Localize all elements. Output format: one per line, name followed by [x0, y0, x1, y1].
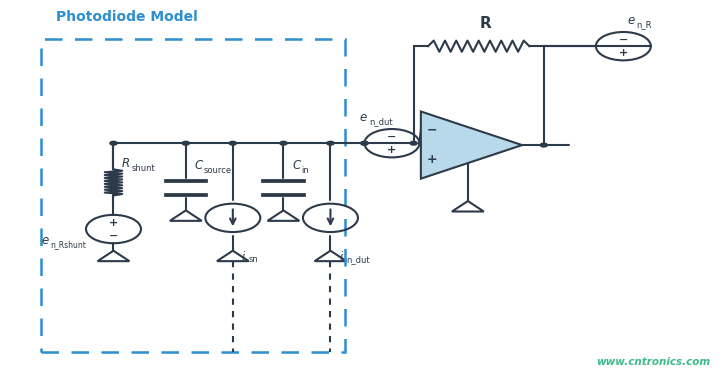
Polygon shape: [421, 112, 522, 179]
Text: C: C: [195, 159, 203, 172]
Text: n_dut: n_dut: [369, 117, 393, 126]
Circle shape: [361, 141, 368, 145]
Circle shape: [110, 141, 117, 145]
Text: e: e: [627, 14, 635, 27]
Text: +: +: [109, 218, 118, 228]
Text: −: −: [109, 230, 118, 240]
Text: www.cntronics.com: www.cntronics.com: [596, 357, 710, 367]
Text: i: i: [242, 251, 245, 264]
Text: R: R: [122, 157, 130, 170]
Text: Photodiode Model: Photodiode Model: [56, 10, 197, 24]
Text: +: +: [387, 145, 396, 155]
Text: −: −: [387, 132, 396, 142]
Text: C: C: [292, 159, 301, 172]
Text: e: e: [359, 111, 367, 124]
Text: shunt: shunt: [131, 164, 155, 173]
Text: +: +: [427, 153, 437, 166]
Text: e: e: [41, 234, 49, 247]
Circle shape: [327, 141, 334, 145]
Circle shape: [540, 143, 547, 147]
Text: sn: sn: [249, 255, 258, 264]
Text: source: source: [204, 166, 232, 175]
Circle shape: [229, 141, 237, 145]
Circle shape: [280, 141, 287, 145]
Circle shape: [410, 141, 417, 145]
Text: −: −: [619, 35, 628, 45]
Text: +: +: [619, 47, 628, 58]
Text: i: i: [339, 251, 343, 264]
Text: n_dut: n_dut: [346, 255, 370, 264]
Text: n_R: n_R: [637, 20, 652, 29]
Text: R: R: [480, 16, 492, 31]
Circle shape: [182, 141, 189, 145]
Text: −: −: [427, 124, 437, 137]
Circle shape: [361, 141, 368, 145]
Text: in: in: [301, 166, 309, 175]
Text: n_Rshunt: n_Rshunt: [51, 240, 86, 249]
